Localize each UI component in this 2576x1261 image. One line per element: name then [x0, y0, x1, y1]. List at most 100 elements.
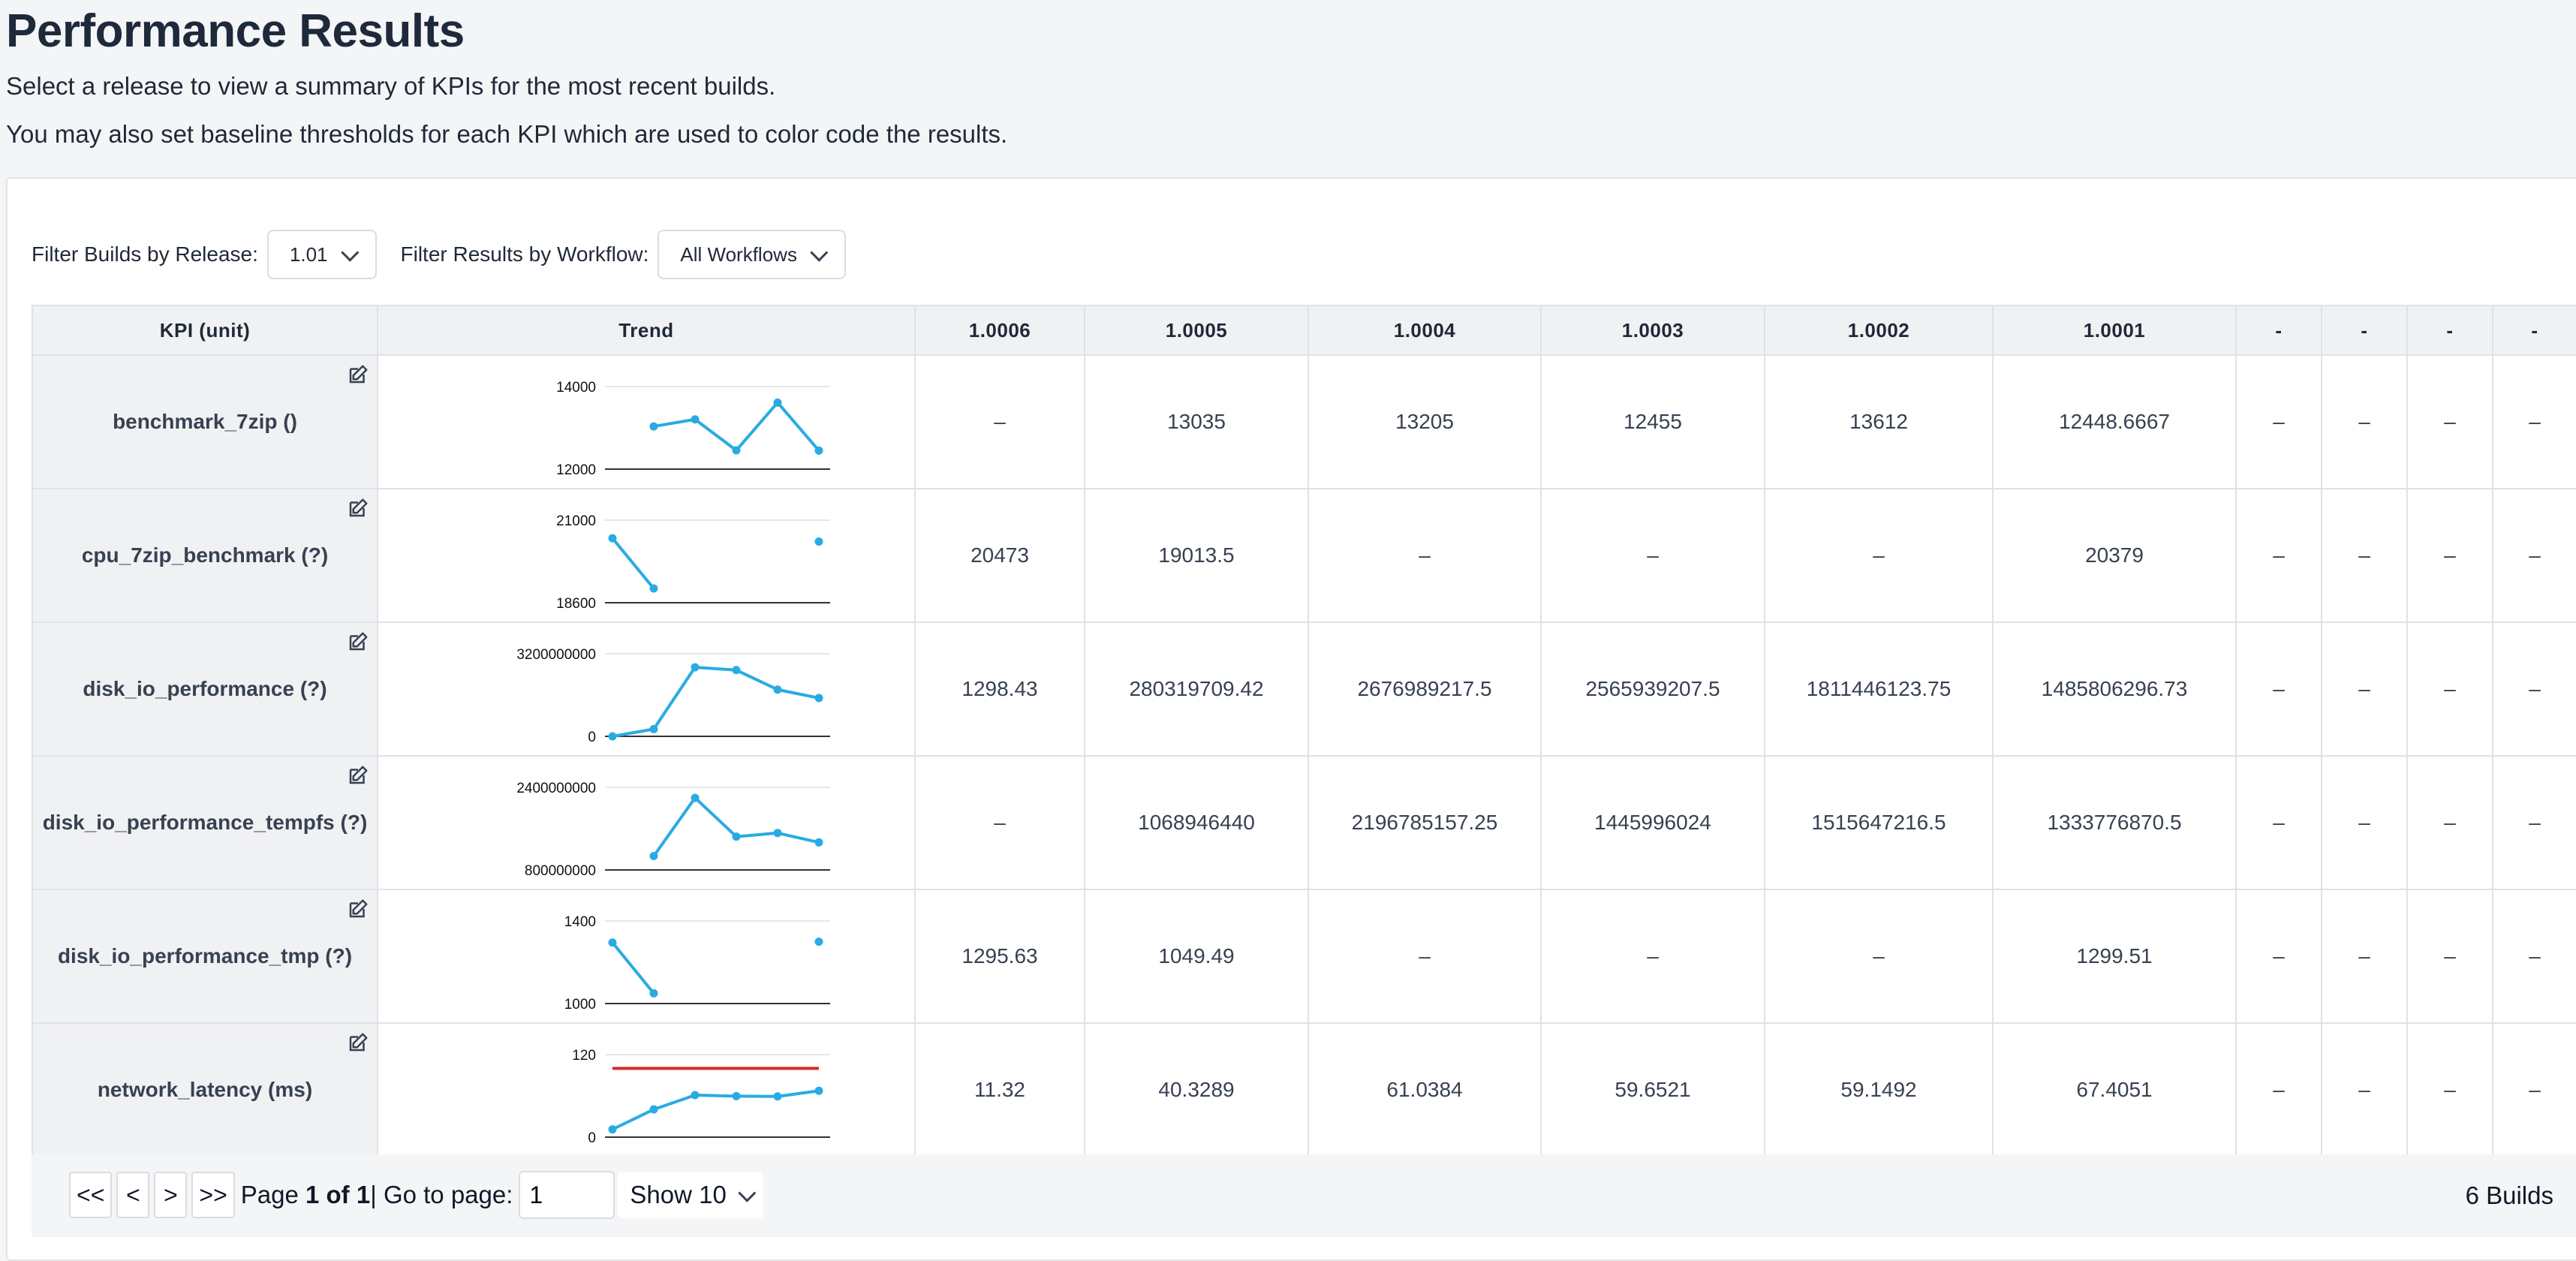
trend-point[interactable]	[815, 447, 823, 455]
kpi-value-cell: –	[2493, 1023, 2576, 1157]
trend-point[interactable]	[815, 838, 823, 847]
trend-point[interactable]	[650, 585, 658, 593]
kpi-name: disk_io_performance_tempfs (?)	[43, 811, 368, 834]
kpi-value-cell: 1333776870.5	[1993, 756, 2236, 889]
column-header-build: 1.0001	[1993, 305, 2236, 355]
release-dropdown[interactable]: 1.01	[267, 230, 377, 279]
trend-point[interactable]	[691, 793, 700, 802]
kpi-value-cell: –	[2236, 355, 2322, 489]
trend-point[interactable]	[733, 446, 741, 454]
kpi-value-cell: –	[915, 756, 1085, 889]
edit-threshold-icon[interactable]	[347, 630, 369, 653]
trend-min-label: 0	[588, 730, 596, 745]
trend-point[interactable]	[774, 1092, 782, 1100]
go-to-page-label: | Go to page:	[370, 1181, 513, 1208]
prev-page-button[interactable]: <	[116, 1172, 149, 1218]
column-header-build: -	[2407, 305, 2493, 355]
kpi-value-cell: 59.1492	[1765, 1023, 1993, 1157]
trend-point[interactable]	[733, 666, 741, 674]
kpi-value-cell: –	[2322, 622, 2407, 756]
kpi-name-cell: disk_io_performance_tmp (?)	[32, 889, 378, 1023]
trend-point[interactable]	[650, 1106, 658, 1114]
go-to-page-input[interactable]	[519, 1171, 615, 1219]
column-header-build: -	[2493, 305, 2576, 355]
kpi-value-cell: –	[1541, 489, 1765, 622]
trend-point[interactable]	[609, 938, 617, 947]
trend-point[interactable]	[691, 663, 700, 671]
trend-point[interactable]	[650, 423, 658, 431]
trend-line-segment	[695, 798, 736, 837]
last-page-button[interactable]: >>	[191, 1172, 234, 1218]
column-header-build: 1.0005	[1085, 305, 1308, 355]
trend-line-segment	[778, 833, 819, 843]
edit-threshold-icon[interactable]	[347, 898, 369, 920]
trend-point[interactable]	[650, 852, 658, 860]
trend-max-label: 14000	[556, 380, 596, 396]
kpi-value-cell: –	[2407, 1023, 2493, 1157]
trend-sparkline: 3200000000 0	[451, 633, 841, 745]
kpi-value-cell: –	[2236, 756, 2322, 889]
edit-threshold-icon[interactable]	[347, 363, 369, 386]
edit-threshold-icon[interactable]	[347, 497, 369, 519]
trend-point[interactable]	[774, 829, 782, 837]
kpi-value-cell: 1445996024	[1541, 756, 1765, 889]
trend-max-label: 2400000000	[516, 781, 596, 796]
trend-point[interactable]	[815, 937, 823, 946]
kpi-name-cell: disk_io_performance_tempfs (?)	[32, 756, 378, 889]
edit-threshold-icon[interactable]	[347, 764, 369, 787]
page-size-dropdown[interactable]: Show 10	[618, 1172, 763, 1218]
trend-line-segment	[778, 1091, 819, 1097]
trend-line-segment	[612, 729, 654, 736]
first-page-button[interactable]: <<	[69, 1172, 112, 1218]
trend-point[interactable]	[815, 1087, 823, 1095]
kpi-name: network_latency (ms)	[98, 1078, 312, 1101]
kpi-value-cell: –	[2407, 622, 2493, 756]
edit-threshold-icon[interactable]	[347, 1031, 369, 1054]
workflow-filter-label: Filter Results by Workflow:	[401, 242, 649, 266]
next-page-button[interactable]: >	[154, 1172, 187, 1218]
trend-line-segment	[612, 1109, 654, 1130]
workflow-dropdown[interactable]: All Workflows	[658, 230, 846, 279]
column-header-kpi: KPI (unit)	[32, 305, 378, 355]
pagination-bar: << < > >> Page 1 of 1| Go to page: Show …	[32, 1154, 2576, 1237]
trend-point[interactable]	[815, 694, 823, 702]
kpi-value-cell: –	[2322, 756, 2407, 889]
kpi-value-cell: 13612	[1765, 355, 1993, 489]
trend-point[interactable]	[815, 537, 823, 546]
trend-point[interactable]	[609, 534, 617, 543]
kpi-name: cpu_7zip_benchmark (?)	[82, 543, 328, 567]
trend-point[interactable]	[774, 399, 782, 407]
trend-point[interactable]	[650, 989, 658, 998]
kpi-value-cell: –	[1308, 889, 1541, 1023]
kpi-value-cell: 40.3289	[1085, 1023, 1308, 1157]
kpi-name: disk_io_performance_tmp (?)	[58, 944, 352, 968]
kpi-value-cell: –	[2493, 489, 2576, 622]
kpi-value-cell: 1515647216.5	[1765, 756, 1993, 889]
trend-point[interactable]	[774, 685, 782, 694]
table-row: disk_io_performance_tempfs (?) 2400000000…	[32, 756, 2576, 889]
trend-point[interactable]	[609, 1125, 617, 1133]
trend-point[interactable]	[691, 415, 700, 423]
kpi-value-cell: 1811446123.75	[1765, 622, 1993, 756]
trend-max-label: 3200000000	[516, 647, 596, 663]
kpi-value-cell: –	[1765, 489, 1993, 622]
trend-point[interactable]	[691, 1091, 700, 1100]
trend-line-segment	[695, 667, 736, 670]
trend-point[interactable]	[733, 1092, 741, 1100]
kpi-value-cell: 20379	[1993, 489, 2236, 622]
trend-point[interactable]	[650, 725, 658, 733]
column-header-build: 1.0002	[1765, 305, 1993, 355]
trend-point[interactable]	[609, 732, 617, 740]
trend-point[interactable]	[733, 832, 741, 841]
trend-line-segment	[695, 1095, 736, 1096]
kpi-value-cell: 13035	[1085, 355, 1308, 489]
